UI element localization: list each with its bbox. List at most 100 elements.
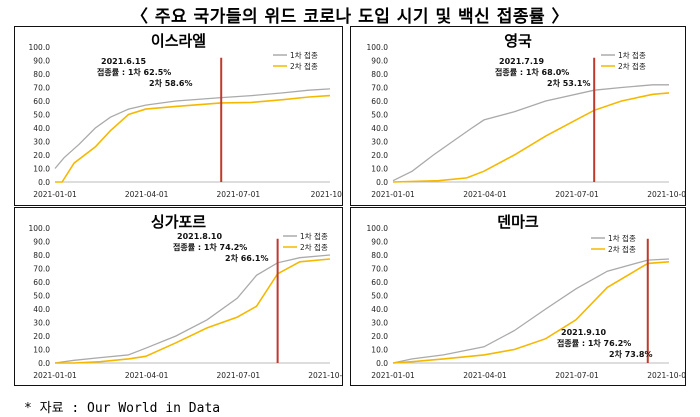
- x-tick-label: 2021-01-01: [371, 371, 415, 380]
- chart-title: 덴마크: [497, 213, 539, 231]
- x-tick-label: 2021-07-01: [555, 371, 599, 380]
- line-chart: 0.0 10.0 20.0 30.0 40.0 50.0 60.0 70.0 80.0 90.0 1…: [367, 224, 685, 380]
- y-tick-label: 60.0: [33, 278, 50, 287]
- y-tick-label: 40.0: [33, 305, 50, 314]
- y-tick-label: 70.0: [33, 84, 50, 93]
- y-tick-label: 80.0: [33, 70, 50, 79]
- series-line-second-dose: [392, 261, 670, 364]
- series-line-second-dose: [55, 94, 331, 183]
- y-tick-label: 60.0: [371, 97, 388, 106]
- x-tick-label: 2021-10-01: [308, 371, 342, 380]
- line-chart: 0.0 10.0 20.0 30.0 40.0 50.0 60.0 70.0 80.0 90.0 1…: [367, 43, 685, 199]
- annotation-text: 접종률 : 1차 68.0%: [495, 67, 569, 77]
- series-line-second-dose: [55, 258, 331, 364]
- series-line-first-dose: [392, 258, 670, 364]
- x-tick-label: 2021-01-01: [33, 371, 77, 380]
- x-tick-label: 2021-04-01: [125, 371, 169, 380]
- y-tick-label: 90.0: [33, 238, 50, 247]
- y-tick-label: 80.0: [371, 70, 388, 79]
- annotation-text: 접종률 : 1차 74.2%: [173, 242, 247, 252]
- x-tick-label: 2021-10-0: [311, 190, 342, 199]
- chart-panel-uk: 영국 0.0 10.0 20.0 30.0 40.0 50.0 60.0 70.0 80.0 90…: [350, 26, 686, 206]
- annotation-text: 2차 73.8%: [609, 349, 652, 359]
- chart-title: 이스라엘: [150, 32, 207, 50]
- series-line-second-dose: [392, 92, 670, 183]
- y-tick-label: 70.0: [371, 84, 388, 93]
- y-tick-label: 50.0: [371, 292, 388, 301]
- legend-label: 2차 접종: [300, 243, 328, 252]
- y-tick-label: 50.0: [371, 111, 388, 120]
- y-tick-label: 40.0: [371, 124, 388, 133]
- page-title: 〈 주요 국가들의 위드 코로나 도입 시기 및 백신 접종률 〉: [130, 7, 570, 27]
- annotation-text: 2021.8.10: [177, 232, 222, 241]
- y-tick-label: 80.0: [33, 251, 50, 260]
- y-tick-label: 90.0: [371, 238, 388, 247]
- annotation-text: 2차 66.1%: [225, 253, 268, 263]
- y-tick-label: 0.0: [376, 178, 388, 187]
- y-tick-label: 90.0: [33, 57, 50, 66]
- legend-label: 2차 접종: [618, 62, 646, 71]
- legend-label: 1차 접종: [290, 51, 318, 60]
- y-tick-label: 10.0: [371, 346, 388, 355]
- series-line-first-dose: [392, 84, 669, 182]
- y-tick-label: 90.0: [371, 57, 388, 66]
- annotation-text: 접종률 : 1차 76.2%: [557, 338, 631, 348]
- annotation-text: 2021.7.19: [499, 57, 544, 66]
- series-line-first-dose: [54, 88, 331, 169]
- x-tick-label: 2021-04-01: [125, 190, 169, 199]
- y-tick-label: 0.0: [376, 359, 388, 368]
- x-tick-label: 2021-01-01: [371, 190, 415, 199]
- chart-panel-israel: 이스라엘 0.0 10.0 20.0 30.0 40.0 50.0 60.0 70.0 80.0…: [14, 26, 343, 206]
- y-tick-label: 0.0: [38, 178, 50, 187]
- y-tick-label: 30.0: [33, 319, 50, 328]
- x-tick-label: 2021-07-01: [217, 371, 261, 380]
- y-tick-label: 50.0: [33, 111, 50, 120]
- y-tick-label: 20.0: [371, 151, 388, 160]
- y-tick-label: 80.0: [371, 251, 388, 260]
- chart-panel-singapore: 싱가포르 0.0 10.0 20.0 30.0 40.0 50.0 60.0 70.0 80.0…: [14, 207, 343, 386]
- x-tick-label: 2021-10-01: [647, 371, 685, 380]
- legend-label: 2차 접종: [290, 62, 318, 71]
- y-tick-label: 70.0: [371, 265, 388, 274]
- y-tick-label: 20.0: [33, 151, 50, 160]
- line-chart: 0.0 10.0 20.0 30.0 40.0 50.0 60.0 70.0 80.0 90.0 1…: [29, 224, 342, 380]
- y-tick-label: 60.0: [371, 278, 388, 287]
- y-tick-label: 70.0: [33, 265, 50, 274]
- x-tick-label: 2021-07-01: [555, 190, 599, 199]
- y-tick-label: 100.0: [29, 43, 51, 52]
- line-chart: 0.0 10.0 20.0 30.0 40.0 50.0 60.0 70.0 80.0 90.0 1…: [29, 43, 342, 199]
- legend-label: 1차 접종: [300, 232, 328, 241]
- x-tick-label: 2021-01-01: [33, 190, 77, 199]
- annotation-text: 2021.9.10: [561, 328, 606, 337]
- y-tick-label: 10.0: [33, 346, 50, 355]
- chart-title: 싱가포르: [150, 213, 207, 231]
- y-tick-label: 0.0: [38, 359, 50, 368]
- x-tick-label: 2021-04-01: [463, 371, 507, 380]
- annotation-text: 2차 58.6%: [149, 78, 192, 88]
- y-tick-label: 30.0: [33, 138, 50, 147]
- y-tick-label: 40.0: [33, 124, 50, 133]
- chart-title: 영국: [504, 32, 532, 50]
- y-tick-label: 60.0: [33, 97, 50, 106]
- annotation-text: 접종률 : 1차 62.5%: [97, 67, 171, 77]
- y-tick-label: 50.0: [33, 292, 50, 301]
- y-tick-label: 20.0: [371, 332, 388, 341]
- y-tick-label: 10.0: [33, 165, 50, 174]
- series-line-first-dose: [54, 254, 331, 364]
- x-tick-label: 2021-04-01: [463, 190, 507, 199]
- legend-label: 1차 접종: [618, 51, 646, 60]
- y-tick-label: 30.0: [371, 319, 388, 328]
- legend-label: 1차 접종: [608, 234, 636, 243]
- source-note: * 자료 : Our World in Data: [24, 401, 221, 416]
- y-tick-label: 40.0: [371, 305, 388, 314]
- y-tick-label: 100.0: [367, 43, 389, 52]
- x-tick-label: 2021-10-01: [647, 190, 685, 199]
- annotation-text: 2차 53.1%: [547, 78, 590, 88]
- legend-label: 2차 접종: [608, 245, 636, 254]
- y-tick-label: 100.0: [367, 224, 389, 233]
- y-tick-label: 10.0: [371, 165, 388, 174]
- chart-panel-denmark: 덴마크 0.0 10.0 20.0 30.0 40.0 50.0 60.0 70.0 80.0 9…: [350, 207, 686, 386]
- y-tick-label: 30.0: [371, 138, 388, 147]
- y-tick-label: 100.0: [29, 224, 51, 233]
- annotation-text: 2021.6.15: [101, 57, 146, 66]
